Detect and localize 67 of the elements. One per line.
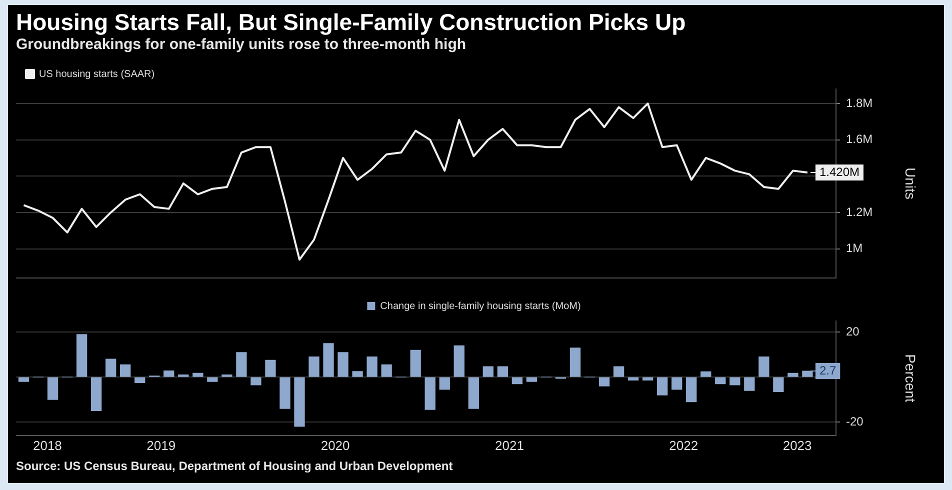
bar xyxy=(628,377,639,381)
bar xyxy=(338,352,348,377)
bar xyxy=(164,370,174,377)
x-tick-label: 2023 xyxy=(782,438,812,453)
x-tick-label: 2022 xyxy=(669,438,698,453)
bar xyxy=(613,366,624,377)
bar xyxy=(482,366,494,377)
y-tick-label: 1.6M xyxy=(846,132,873,146)
bar xyxy=(715,377,726,384)
bar xyxy=(366,356,378,377)
bar xyxy=(788,372,798,377)
bar xyxy=(642,377,654,381)
bar xyxy=(308,356,320,377)
bar xyxy=(352,371,363,377)
bar xyxy=(773,377,784,392)
bar xyxy=(454,345,464,377)
y-axis-title: Percent xyxy=(902,354,919,402)
bar xyxy=(90,377,102,412)
bar xyxy=(570,348,581,377)
source-note: Source: US Census Bureau, Department of Housing and Urban Development xyxy=(16,459,454,473)
bar xyxy=(47,377,58,400)
y-tick-label: 20 xyxy=(846,324,860,339)
bar xyxy=(512,377,523,384)
bar xyxy=(265,360,276,377)
bar xyxy=(424,377,436,410)
y-axis-title: Units xyxy=(902,167,919,200)
y-tick-label: 1.8M xyxy=(846,96,873,110)
bar xyxy=(18,377,30,382)
bar xyxy=(758,356,770,377)
bar xyxy=(468,377,479,409)
annotation: 1.420M xyxy=(819,164,860,179)
bar xyxy=(294,377,305,427)
bar xyxy=(323,343,334,377)
chart-subtitle: Groundbreakings for one-family units rose to three-month high xyxy=(16,35,468,55)
bar xyxy=(497,366,508,377)
bar xyxy=(410,350,421,377)
bar xyxy=(192,372,204,377)
bar xyxy=(120,364,131,377)
bar xyxy=(439,377,450,390)
bar xyxy=(700,371,712,377)
bar xyxy=(250,377,262,386)
legend-label: Change in single-family housing starts (MoM) xyxy=(380,300,581,312)
legend-label: US housing starts (SAAR) xyxy=(39,68,155,80)
bar xyxy=(207,377,218,382)
bar xyxy=(381,364,392,377)
x-tick-label: 2019 xyxy=(146,438,176,453)
y-tick-label: -20 xyxy=(846,414,864,428)
bar xyxy=(672,377,682,390)
chart-title: Housing Starts Fall, But Single-Family Construction Picks Up xyxy=(16,9,687,35)
bar xyxy=(744,377,755,391)
bar xyxy=(76,334,88,377)
annotation: 2.7 xyxy=(819,363,836,378)
y-tick-label: 1.2M xyxy=(846,204,873,219)
bar xyxy=(656,377,668,396)
x-tick-label: 2021 xyxy=(494,438,524,453)
bar xyxy=(280,377,290,409)
x-tick-label: 2020 xyxy=(320,438,350,453)
x-tick-label: 2018 xyxy=(32,438,62,453)
bar xyxy=(730,377,740,386)
y-tick-label: 1M xyxy=(846,241,863,256)
bar xyxy=(686,377,697,402)
bar xyxy=(105,358,116,377)
bar xyxy=(802,370,813,377)
bar xyxy=(134,377,146,384)
bar xyxy=(526,377,538,382)
bar xyxy=(598,377,610,386)
bar xyxy=(236,352,247,377)
